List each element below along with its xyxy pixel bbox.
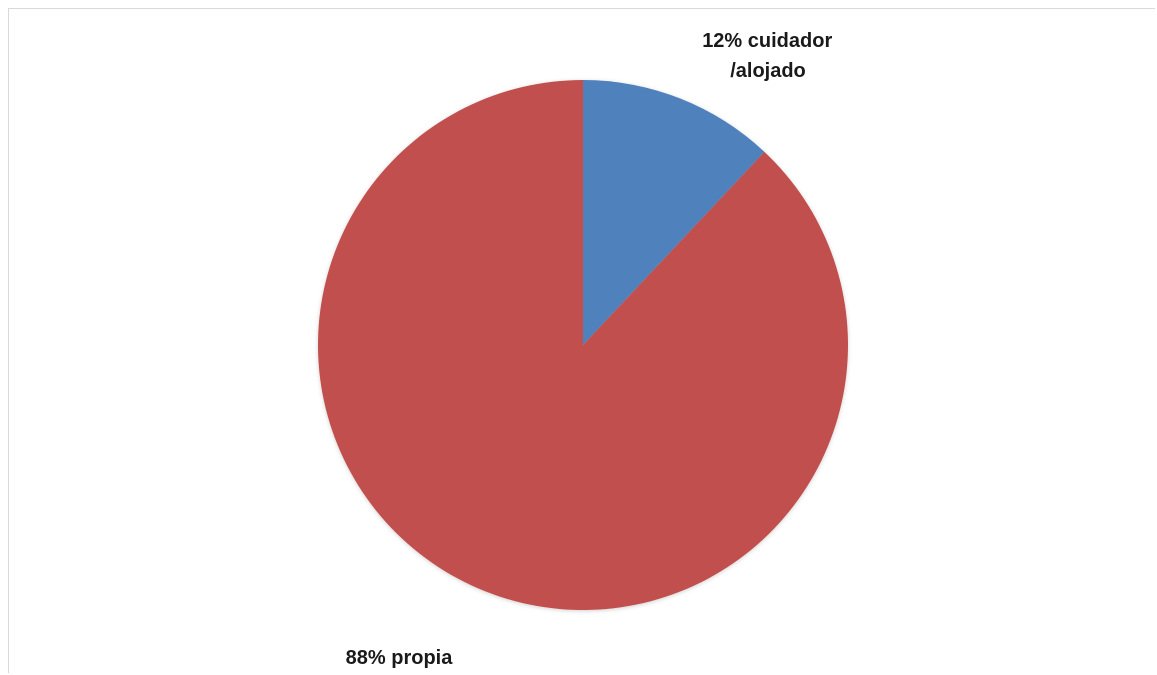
pie-slice-cuidador bbox=[583, 80, 765, 345]
pie-slice-propia bbox=[317, 80, 848, 610]
slice-label-propia: 88% propia bbox=[346, 647, 454, 669]
slice-label-cuidador-line2: /alojado bbox=[730, 60, 806, 82]
slice-label-cuidador-line1: 12% cuidador bbox=[702, 30, 832, 52]
pie-slices bbox=[317, 80, 848, 610]
slice-label-cuidador: 12% cuidador /alojado bbox=[702, 30, 838, 82]
